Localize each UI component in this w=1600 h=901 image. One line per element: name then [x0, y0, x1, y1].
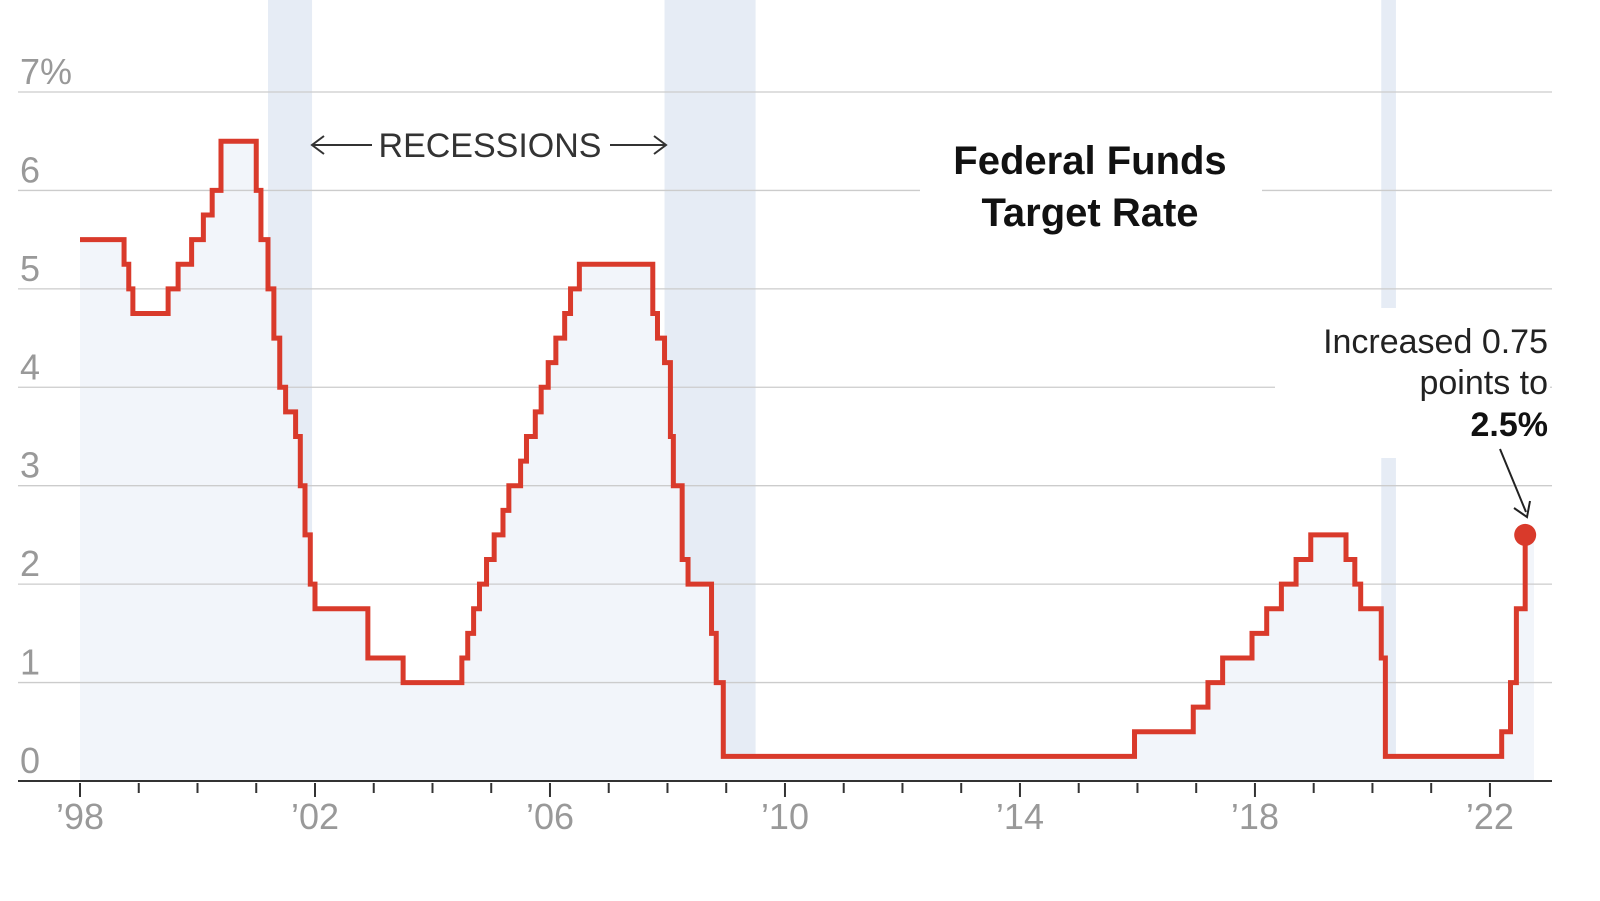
y-tick-label: 5 — [20, 248, 40, 289]
latest-rate-dot — [1514, 523, 1537, 546]
x-axis: ’98 ’02 ’06 ’10 ’14 ’18 ’22 — [18, 780, 1552, 837]
y-tick-label: 4 — [20, 346, 40, 387]
annotation-arrowhead — [1513, 500, 1531, 519]
x-tick-label: ’06 — [526, 796, 574, 837]
chart-title-line-1: Federal Funds — [953, 139, 1226, 183]
x-tick-label: ’10 — [761, 796, 809, 837]
title-mask — [920, 130, 1550, 458]
title-background — [920, 130, 1262, 240]
rate-area-fill — [80, 141, 1534, 781]
y-tick-label: 3 — [20, 445, 40, 486]
x-tick-label: ’98 — [56, 796, 104, 837]
rate-step-line — [80, 138, 1528, 759]
annotation-background — [1275, 308, 1550, 458]
y-tick-label: 0 — [20, 740, 40, 781]
y-axis-labels: 0 1 2 3 4 5 6 7% — [20, 51, 72, 781]
x-tick-label: ’18 — [1231, 796, 1279, 837]
latest-rate-annotation: Increased 0.75 points to 2.5% — [1323, 323, 1549, 519]
y-tick-label: 2 — [20, 543, 40, 584]
recessions-label-text: RECESSIONS — [379, 127, 602, 165]
y-tick-label: 1 — [20, 642, 40, 683]
annotation-arrow — [1499, 448, 1527, 513]
recessions-label: RECESSIONS — [310, 127, 668, 165]
chart-title: Federal Funds Target Rate — [953, 139, 1226, 235]
annotation-value: 2.5% — [1471, 406, 1549, 444]
x-tick-label: ’22 — [1466, 796, 1514, 837]
x-tick-label: ’02 — [291, 796, 339, 837]
x-tick-label: ’14 — [996, 796, 1044, 837]
annotation-line-1: Increased 0.75 — [1323, 323, 1548, 361]
chart-title-line-2: Target Rate — [981, 191, 1198, 235]
annotation-line-2: points to — [1419, 364, 1548, 402]
y-tick-label: 6 — [20, 149, 40, 190]
y-tick-label: 7% — [20, 51, 72, 92]
